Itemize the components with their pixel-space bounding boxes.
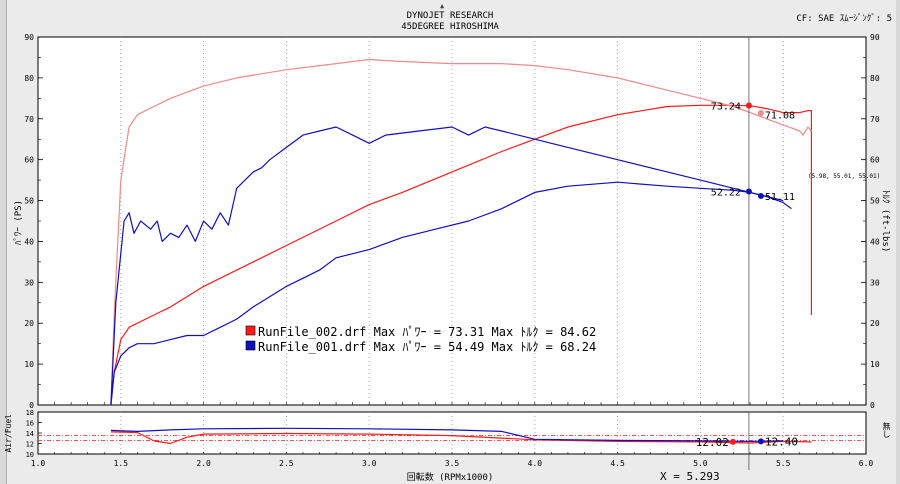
x-tick-label: 1.0 <box>31 459 46 468</box>
run2-af-readout: 12.02 <box>696 436 729 449</box>
run1-torque-readout: 51.11 <box>765 192 795 203</box>
af-tick-label: 16 <box>26 420 34 428</box>
af-tick-label: 10 <box>26 451 34 459</box>
x-tick-label: 1.5 <box>114 459 129 468</box>
y-right-tick-label: 50 <box>870 197 880 206</box>
y-tick-label: 80 <box>24 74 34 83</box>
overlay-layer: 73.24 71.08 52.22 51.11 12.02 12.40 (5.98, 55.… <box>245 37 880 470</box>
af-plot-area: 1.0 1.5 2.0 2.5 3.0 3.5 4.0 4.5 5.0 5.5 6.0 10 12 14 1… <box>26 409 874 468</box>
x-tick-label: 5.0 <box>693 459 708 468</box>
run1-af-readout: 12.40 <box>765 435 798 448</box>
y-right-tick-label: 10 <box>870 360 880 369</box>
y-tick-label: 60 <box>24 156 34 165</box>
y-right-tick-label: 80 <box>870 74 880 83</box>
af-series-line-2 <box>110 427 784 442</box>
collapse-up-icon[interactable]: ▲ <box>440 2 445 10</box>
af-tick-label: 12 <box>26 441 34 449</box>
y-right-tick-label: 20 <box>870 319 880 328</box>
main-plot-area: 0 0 10 10 20 20 30 30 40 40 50 50 60 60 70 70 80 80 90 90 <box>24 33 879 410</box>
run1-torque-marker <box>757 193 764 200</box>
x-tick-label: 2.0 <box>196 459 211 468</box>
x-tick-label: 6.0 <box>859 459 874 468</box>
af-tick-label: 18 <box>26 409 34 417</box>
right-scroll-rail[interactable] <box>896 0 900 484</box>
af-axis-right-label: 無し <box>882 422 891 438</box>
correction-factor-info: CF: SAE ｽﾑｰｼﾞﾝｸﾞ: 5 <box>796 14 892 24</box>
run1-af-marker <box>757 438 764 445</box>
run2-torque-marker <box>757 110 764 117</box>
legend-swatch <box>245 325 256 336</box>
series-line-3 <box>110 181 792 406</box>
x-tick-label: 4.5 <box>610 459 625 468</box>
run1-power-marker <box>745 188 752 195</box>
x-tick-label: 3.0 <box>362 459 377 468</box>
legend-swatch <box>245 340 256 351</box>
run1-power-readout: 52.22 <box>711 187 741 198</box>
series-line-2 <box>110 58 812 406</box>
x-tick-label: 2.5 <box>279 459 294 468</box>
y-tick-label: 0 <box>29 401 34 410</box>
legend-entry: RunFile_002.drf Max ﾊﾟﾜｰ = 73.31 Max ﾄﾙｸ… <box>258 325 596 339</box>
left-scroll-rail[interactable] <box>0 0 7 484</box>
run2-torque-readout: 71.08 <box>765 110 795 121</box>
y-tick-label: 70 <box>24 115 34 124</box>
chart-title: DYNOJET RESEARCH <box>406 11 494 21</box>
x-tick-label: 4.0 <box>528 459 543 468</box>
y-right-tick-label: 0 <box>870 401 875 410</box>
y-tick-label: 40 <box>24 237 34 246</box>
x-axis-label: 回転数 (RPMx1000) <box>406 473 494 483</box>
cursor-x-readout: X = 5.293 <box>660 470 720 483</box>
y-tick-label: 10 <box>24 360 34 369</box>
run2-af-marker <box>729 438 736 445</box>
y-tick-label: 20 <box>24 319 34 328</box>
x-tick-label: 3.5 <box>445 459 460 468</box>
series-line-1 <box>110 104 812 406</box>
y-tick-label: 50 <box>24 197 34 206</box>
af-tick-label: 14 <box>26 430 34 438</box>
y-right-tick-label: 90 <box>870 33 880 42</box>
legend-entry: RunFile_001.drf Max ﾊﾟﾜｰ = 54.49 Max ﾄﾙｸ… <box>258 340 596 354</box>
x-tick-label: 5.5 <box>776 459 791 468</box>
y-axis-right-label: ﾄﾙｸ (ft-lbs) <box>880 190 890 253</box>
chart-subtitle: 45DEGREE HIROSHIMA <box>401 22 499 32</box>
y-right-tick-label: 30 <box>870 278 880 287</box>
y-tick-label: 30 <box>24 278 34 287</box>
series-line-4 <box>110 126 784 406</box>
cursor-tooltip: (5.98, 55.01, 55.01) <box>808 173 880 180</box>
y-tick-label: 90 <box>24 33 34 42</box>
run2-power-readout: 73.24 <box>711 102 741 113</box>
run2-power-marker <box>745 102 752 109</box>
y-right-tick-label: 40 <box>870 237 880 246</box>
y-right-tick-label: 70 <box>870 115 880 124</box>
y-right-tick-label: 60 <box>870 156 880 165</box>
